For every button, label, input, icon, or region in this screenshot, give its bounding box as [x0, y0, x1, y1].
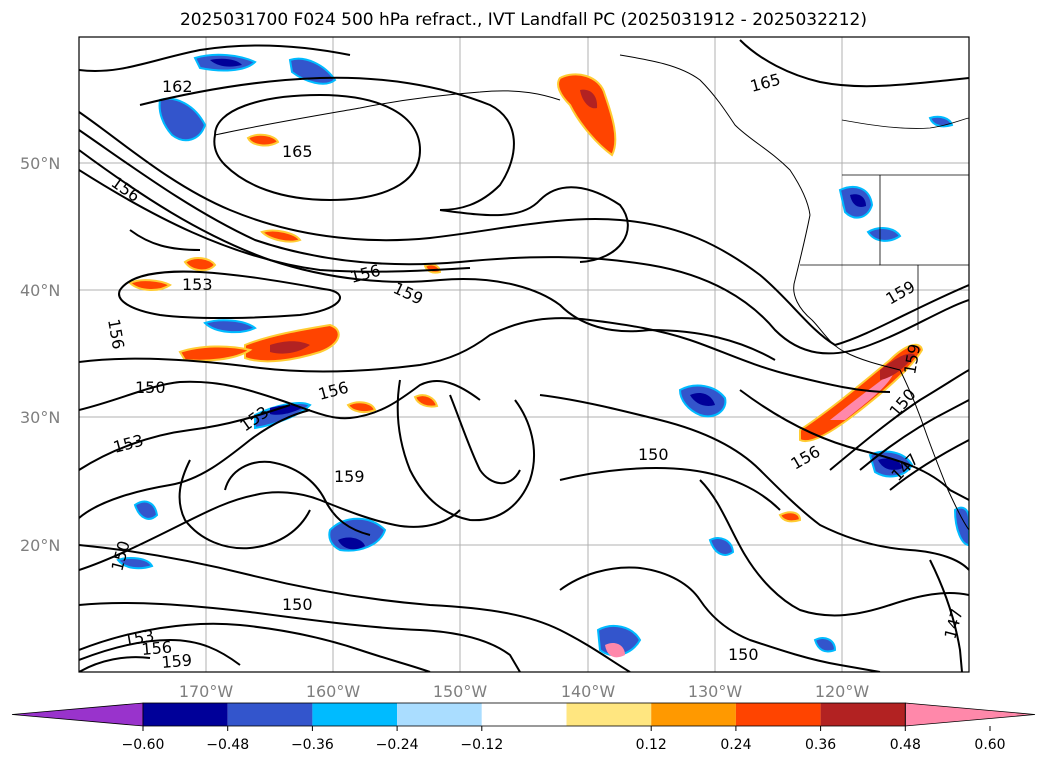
colorbar-segment — [735, 703, 821, 726]
lon-label: 160°W — [306, 682, 361, 701]
map-title: 2025031700 F024 500 hPa refract., IVT La… — [179, 10, 867, 30]
colorbar-segment — [820, 703, 906, 726]
contour-label: 150 — [638, 445, 669, 464]
colorbar-tick-label: 0.12 — [636, 737, 667, 753]
map-content: 162 165 165 156 156 159 153 156 150 156 … — [79, 37, 969, 672]
colorbar-tick-label: −0.24 — [376, 737, 419, 753]
contour-label: 162 — [162, 77, 193, 96]
lon-label: 150°W — [433, 682, 488, 701]
colorbar-tick-label: 0.48 — [890, 737, 921, 753]
map-frame — [78, 36, 970, 673]
colorbar-outline — [142, 702, 906, 727]
height-contours — [79, 39, 969, 672]
longitude-labels: 170°W 160°W 150°W 140°W 130°W 120°W — [179, 682, 870, 701]
colorbar-tick-label: −0.12 — [460, 737, 503, 753]
colorbar-segment — [397, 703, 482, 726]
colorbar-tick-label: −0.60 — [122, 737, 165, 753]
colorbar-segment — [227, 703, 313, 726]
colorbar-tick-label: −0.48 — [206, 737, 249, 753]
colorbar-segment — [651, 703, 736, 726]
contour-label: 150 — [282, 595, 313, 614]
lon-label: 170°W — [179, 682, 234, 701]
contour-label: 156 — [141, 637, 173, 659]
colorbar-extend-low — [11, 702, 144, 727]
contour-label: 150 — [728, 645, 759, 664]
colorbar-segment — [481, 703, 567, 726]
lat-label: 20°N — [20, 536, 60, 555]
lat-label: 50°N — [20, 154, 60, 173]
lat-label: 30°N — [20, 408, 60, 427]
colorbar: −0.60 −0.48 −0.36 −0.24 −0.12 0.12 0.24 0.36 0.4… — [11, 702, 1036, 753]
contour-label: 159 — [161, 650, 193, 672]
colorbar-tick-label: 0.60 — [974, 737, 1005, 753]
shading-patches — [116, 53, 969, 658]
colorbar-tick-label: −0.36 — [291, 737, 334, 753]
lon-label: 130°W — [688, 682, 743, 701]
colorbar-segment — [143, 703, 228, 726]
colorbar-tick-label: 0.36 — [805, 737, 836, 753]
colorbar-segment — [566, 703, 652, 726]
colorbar-extend-high — [904, 702, 1036, 727]
contour-label: 159 — [334, 467, 365, 486]
latitude-labels: 50°N 40°N 30°N 20°N — [20, 154, 60, 555]
coastlines — [214, 54, 969, 531]
contour-label: 165 — [282, 142, 313, 161]
contour-label: 153 — [182, 275, 213, 294]
lon-label: 140°W — [561, 682, 616, 701]
contour-label: 150 — [135, 378, 166, 397]
lat-label: 40°N — [20, 281, 60, 300]
gridlines — [79, 37, 969, 672]
lon-label: 120°W — [815, 682, 870, 701]
colorbar-segment — [312, 703, 398, 726]
colorbar-tick-label: 0.24 — [720, 737, 751, 753]
